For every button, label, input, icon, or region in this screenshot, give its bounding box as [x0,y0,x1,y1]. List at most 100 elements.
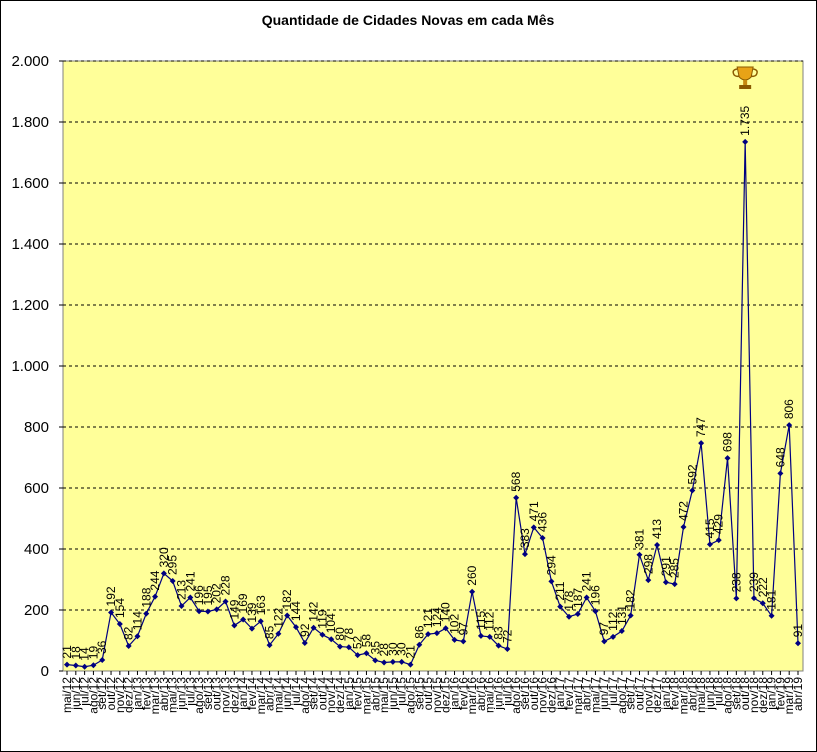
data-label: 196 [192,585,206,605]
x-tick-label: fev/18 [668,677,682,710]
data-label: 260 [465,565,479,585]
data-point [680,524,687,531]
data-point [733,595,740,602]
data-point [425,631,432,638]
x-tick-label: mar/19 [782,677,796,715]
x-tick-label: ago/16 [509,677,523,714]
x-tick-label: jan/15 [342,677,356,711]
data-point [504,646,511,653]
x-tick-label: mar/16 [465,677,479,715]
x-tick-label: out/18 [738,677,752,711]
data-point [187,594,194,601]
data-point [795,640,801,647]
x-tick-label: dez/18 [756,677,770,713]
data-label: 91 [791,624,805,638]
x-tick-label: fev/17 [562,677,576,710]
data-label: 228 [219,575,233,595]
data-point [240,616,247,623]
data-label: 21 [60,645,74,659]
data-label: 140 [439,602,453,622]
x-tick-label: mai/14 [271,677,285,713]
data-point [169,578,176,585]
x-tick-label: fev/15 [351,677,365,710]
data-point [213,606,220,613]
data-point [557,603,564,610]
x-tick-label: dez/13 [227,677,241,713]
x-tick-label: mar/15 [359,677,373,715]
data-point [592,608,599,615]
data-label: 294 [544,555,558,575]
data-point [363,650,370,657]
x-tick-label: abr/17 [580,677,594,711]
plot-area [62,60,804,672]
data-label: 149 [227,599,241,619]
x-tick-label: out/14 [315,677,329,711]
data-point [662,579,669,586]
data-label: 102 [448,614,462,634]
data-point [610,633,617,640]
data-point [152,593,159,600]
data-label: 124 [430,607,444,627]
data-point [636,551,643,558]
data-label: 568 [509,471,523,491]
x-tick-label: dez/16 [544,677,558,713]
data-point [292,624,299,631]
data-label: 112 [606,611,620,630]
x-tick-label: jul/16 [500,677,514,707]
data-point [319,631,326,638]
data-point [742,138,749,145]
x-tick-label: mar/17 [571,677,585,715]
x-tick-label: abr/18 [685,677,699,711]
x-tick-label: nov/18 [747,677,761,713]
x-tick-label: mai/18 [694,677,708,713]
x-tick-label: jul/15 [395,677,409,707]
data-label: 181 [765,589,779,609]
data-point [645,577,652,584]
data-point [99,657,106,664]
x-tick-label: dez/17 [650,677,664,713]
x-tick-label: set/16 [518,677,532,710]
x-tick-label: out/15 [421,677,435,711]
data-label: 121 [421,608,435,628]
data-point [389,658,396,665]
data-label: 211 [553,581,567,600]
data-point [698,440,705,447]
data-point [671,581,678,588]
x-tick-label: jan/18 [659,677,673,711]
x-tick-label: nov/16 [536,677,550,713]
data-label: 19 [86,646,100,660]
data-point [64,661,70,668]
data-label: 154 [113,598,127,618]
x-tick-label: ago/18 [721,677,735,714]
data-point [768,612,775,619]
data-label: 244 [148,570,162,590]
x-tick-label: abr/13 [157,677,171,711]
data-label: 72 [500,629,514,643]
x-tick-label: jul/18 [712,677,726,707]
data-label: 85 [263,625,277,639]
data-label: 241 [580,571,594,591]
x-tick-label: fev/14 [245,677,259,710]
x-tick-label: jan/13 [130,677,144,711]
x-tick-label: mar/18 [677,677,691,715]
data-point [381,659,388,666]
data-point [618,628,625,635]
data-label: 648 [773,447,787,467]
x-tick-label: ago/14 [298,677,312,714]
data-label: 381 [632,528,646,548]
x-tick-label: fev/13 [139,677,153,710]
data-label: 429 [712,514,726,534]
data-label: 144 [289,601,303,621]
data-point [116,621,123,628]
y-tick-label: 1.800 [11,114,49,131]
x-tick-label: mai/17 [588,677,602,713]
data-point [583,594,590,601]
data-point [689,487,696,494]
data-label: 28 [377,643,391,657]
data-label: 192 [104,586,118,606]
x-tick-label: abr/19 [791,677,805,711]
x-tick-label: jul/14 [289,677,303,707]
x-tick-label: ago/17 [615,677,629,714]
trophy-icon [732,66,758,89]
